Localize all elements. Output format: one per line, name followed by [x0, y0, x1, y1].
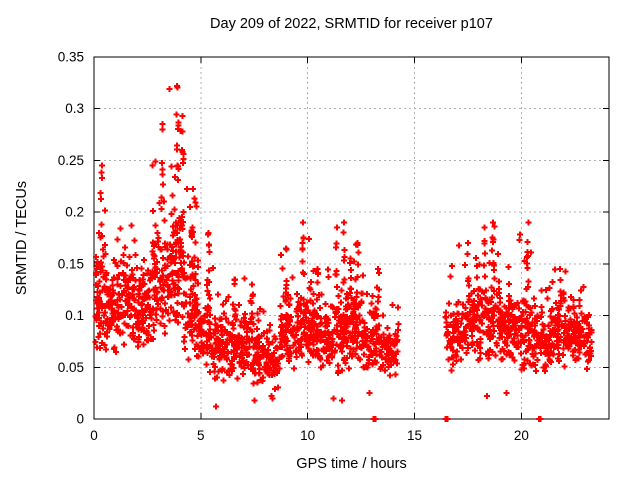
x-tick-label: 10	[300, 428, 315, 443]
y-tick-label: 0.2	[65, 205, 84, 220]
y-tick-label: 0.05	[58, 360, 84, 375]
y-tick-label: 0.25	[58, 153, 84, 168]
y-tick-label: 0.15	[58, 256, 84, 271]
x-axis-label: GPS time / hours	[296, 456, 407, 472]
scatter-points	[92, 83, 595, 422]
chart-title: Day 209 of 2022, SRMTID for receiver p10…	[210, 16, 493, 32]
y-tick-label: 0	[76, 412, 84, 427]
x-tick-label: 15	[407, 428, 422, 443]
y-tick-label: 0.35	[58, 50, 84, 65]
x-tick-label: 20	[514, 428, 529, 443]
plot-border	[93, 56, 610, 420]
x-tick-label: 5	[197, 428, 205, 443]
y-tick-label: 0.3	[65, 101, 84, 116]
y-tick-label: 0.1	[65, 308, 84, 323]
x-tick-label: 0	[90, 428, 98, 443]
